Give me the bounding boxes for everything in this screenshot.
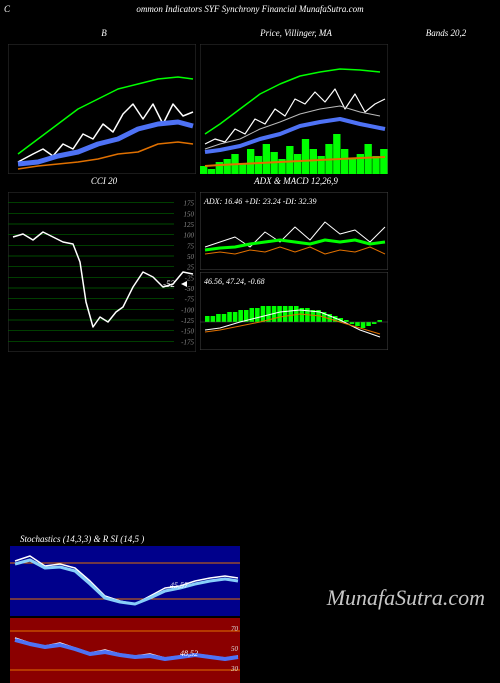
svg-text:46.56, 47.24, -0.68: 46.56, 47.24, -0.68	[204, 277, 265, 286]
svg-text:-52: -52	[163, 279, 175, 289]
svg-text:175: 175	[184, 200, 195, 208]
chart-b-container: B	[8, 26, 200, 174]
svg-text:-25: -25	[185, 274, 195, 282]
svg-text:75: 75	[187, 242, 195, 250]
chart-cci-title: CCI 20	[8, 174, 200, 192]
svg-text:45,57: 45,57	[170, 581, 189, 590]
chart-stoch-container: 45,57	[10, 546, 500, 616]
svg-text:48,52: 48,52	[180, 649, 198, 658]
svg-text:50: 50	[231, 645, 239, 653]
chart-rsi: 70 50 30 48,52	[10, 618, 240, 683]
chart-macd: 46.56, 47.24, -0.68	[200, 272, 388, 350]
svg-text:25: 25	[187, 264, 195, 272]
svg-text:ADX: 16.46 +DI: 23.24 -DI:: ADX: 16.46 +DI: 23.24 -DI: 32.39	[203, 197, 317, 206]
stoch-rsi-title: Stochastics (14,3,3) & R SI (14,5 )	[0, 534, 500, 544]
header-title: ommon Indicators SYF Synchrony Financial…	[136, 4, 363, 14]
svg-text:-75: -75	[185, 296, 195, 304]
bands-label-container: Bands 20,2	[392, 26, 500, 174]
svg-text:30: 30	[230, 665, 239, 673]
svg-text:100: 100	[184, 232, 195, 240]
page-header: C ommon Indicators SYF Synchrony Financi…	[0, 0, 500, 18]
svg-text:50: 50	[187, 253, 195, 261]
svg-text:70: 70	[231, 625, 239, 633]
chart-adx-title: ADX & MACD 12,26,9	[200, 174, 392, 192]
svg-text:-150: -150	[181, 328, 194, 336]
chart-b-title: B	[8, 26, 200, 44]
chart-price-title: Price, Villinger, MA	[200, 26, 392, 44]
chart-adx-macd-container: ADX & MACD 12,26,9 ADX: 16.46 +DI: 23.24…	[200, 174, 392, 352]
chart-stoch: 45,57	[10, 546, 240, 616]
svg-text:-175: -175	[181, 338, 194, 346]
chart-rsi-container: 70 50 30 48,52	[10, 618, 500, 683]
chart-cci: 175150125100755025-25-50-75-100-125-150-…	[8, 192, 196, 352]
svg-text:125: 125	[184, 221, 195, 229]
chart-price-container: Price, Villinger, MA	[200, 26, 392, 174]
bands-title: Bands 20,2	[392, 26, 500, 44]
svg-text:-100: -100	[181, 306, 194, 314]
chart-cci-container: CCI 20 175150125100755025-25-50-75-100-1…	[8, 174, 200, 352]
header-left-char: C	[4, 4, 10, 14]
chart-price	[200, 44, 388, 174]
chart-b	[8, 44, 196, 174]
svg-text:-125: -125	[181, 317, 194, 325]
chart-adx: ADX: 16.46 +DI: 23.24 -DI: 32.39	[200, 192, 388, 270]
svg-text:150: 150	[184, 210, 195, 218]
